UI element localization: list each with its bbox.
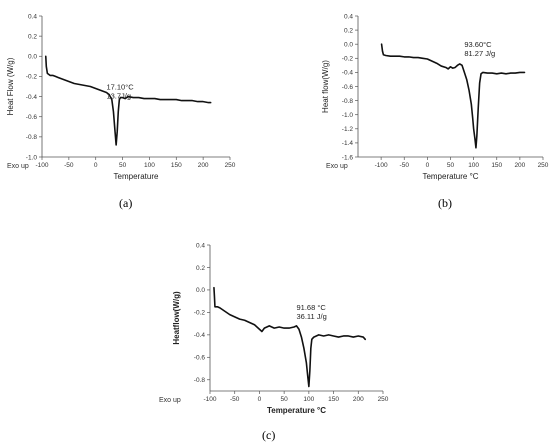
y-tick-label: 0.4: [344, 13, 353, 20]
y-tick-label: -0.2: [342, 56, 354, 63]
dsc-curve-line: [380, 43, 526, 149]
x-tick-label: 100: [144, 162, 155, 169]
x-tick-label: 150: [491, 162, 502, 169]
x-axis-label: Temperature °C: [267, 406, 326, 415]
y-tick-label: -1.0: [26, 154, 38, 161]
peak-annotation-label: 81.27 J/g: [464, 49, 495, 58]
x-tick-label: -50: [400, 162, 410, 169]
y-axis-label: Heat flow(W/g): [321, 60, 330, 113]
y-tick-label: 0.2: [344, 27, 353, 34]
x-axis-label: Temperature: [114, 172, 159, 181]
x-tick-label: -100: [375, 162, 388, 169]
x-tick-label: 150: [328, 396, 339, 403]
dsc-curve-line: [44, 55, 212, 146]
y-tick-label: -0.4: [26, 94, 38, 101]
chart-panel-b: 0.4 0.2 0.0 -0.2 -0.4 -0.6 -0.8 -1.0 -1.2 -1.4 -1.…: [280, 0, 550, 181]
x-tick-label: -100: [203, 396, 216, 403]
x-tick-label: -100: [35, 162, 48, 169]
chart-panel-a: 0.4 0.2 0.0 -0.2 -0.4 -0.6 -0.8 -1.0 -100 -50 0 50 1…: [0, 0, 270, 181]
chart-panel-c: 0.4 0.2 0.0 -0.2 -0.4 -0.6 -0.8 -100 -50 0 50 100 15…: [155, 228, 425, 415]
y-tick-label: 0.4: [28, 13, 37, 20]
y-tick-label: -0.4: [194, 332, 206, 339]
y-tick-label: 0.2: [196, 265, 205, 272]
x-tick-label: 200: [514, 162, 525, 169]
x-tick-label: 250: [538, 162, 549, 169]
caption-a: (a): [119, 196, 133, 210]
x-tick-label: -50: [64, 162, 74, 169]
y-tick-label: -0.2: [194, 310, 206, 317]
y-tick-label: -0.6: [194, 355, 206, 362]
x-tick-label: 250: [225, 162, 236, 169]
y-tick-label: -1.4: [342, 140, 354, 147]
peak-annotation-label: 93.60°C: [464, 40, 492, 49]
x-tick-label: 50: [281, 396, 289, 403]
y-tick-label: -0.8: [342, 98, 354, 105]
dsc-curve-line: [213, 286, 367, 388]
y-tick-label: 0.0: [28, 54, 37, 61]
y-tick-label: 0.4: [196, 242, 205, 249]
exo-up-label: Exo up: [159, 397, 181, 404]
x-tick-label: 150: [171, 162, 182, 169]
caption-c: (c): [262, 428, 276, 442]
x-tick-label: -50: [230, 396, 240, 403]
x-tick-label: 0: [258, 396, 262, 403]
y-tick-label: -0.4: [342, 70, 354, 77]
peak-annotation-label: 36.11 J/g: [297, 312, 327, 321]
y-tick-label: -1.0: [342, 112, 354, 119]
y-tick-label: -1.6: [342, 154, 354, 161]
y-tick-label: -0.6: [26, 114, 38, 121]
y-tick-label: -1.2: [342, 126, 354, 133]
x-tick-label: 0: [94, 162, 98, 169]
y-tick-label: -0.2: [26, 74, 38, 81]
y-tick-label: -0.6: [342, 84, 354, 91]
y-axis-label: Heatflow(W/g): [172, 291, 181, 345]
x-axis-label: Temperature °C: [422, 172, 478, 181]
y-tick-label: -0.8: [194, 377, 206, 384]
x-tick-label: 200: [198, 162, 209, 169]
y-axis-label: Heat Flow (W/g): [6, 57, 15, 115]
y-tick-label: 0.0: [196, 287, 205, 294]
x-tick-label: 100: [468, 162, 479, 169]
exo-up-label: Exo up: [7, 163, 29, 170]
x-tick-label: 250: [378, 396, 389, 403]
caption-b: (b): [438, 196, 452, 210]
x-tick-label: 200: [353, 396, 364, 403]
peak-annotation-label: 17.10°C: [106, 83, 134, 92]
peak-annotation-label: 91.68 °C: [297, 303, 327, 312]
exo-up-label: Exo up: [326, 163, 348, 170]
dsc-chart-b: 0.4 0.2 0.0 -0.2 -0.4 -0.6 -0.8 -1.0 -1.2 -1.4 -1.…: [321, 13, 549, 181]
dsc-chart-c: 0.4 0.2 0.0 -0.2 -0.4 -0.6 -0.8 -100 -50 0 50 100 15…: [159, 242, 389, 415]
y-tick-label: 0.0: [344, 42, 353, 49]
y-tick-label: 0.2: [28, 33, 37, 40]
dsc-chart-a: 0.4 0.2 0.0 -0.2 -0.4 -0.6 -0.8 -1.0-100 -50 0 50 1…: [6, 13, 236, 181]
x-tick-label: 50: [447, 162, 455, 169]
x-tick-label: 50: [119, 162, 127, 169]
x-tick-label: 0: [426, 162, 430, 169]
x-tick-label: 100: [303, 396, 314, 403]
y-tick-label: -0.8: [26, 134, 38, 141]
peak-annotation-label: 13.7J/g: [106, 92, 131, 101]
